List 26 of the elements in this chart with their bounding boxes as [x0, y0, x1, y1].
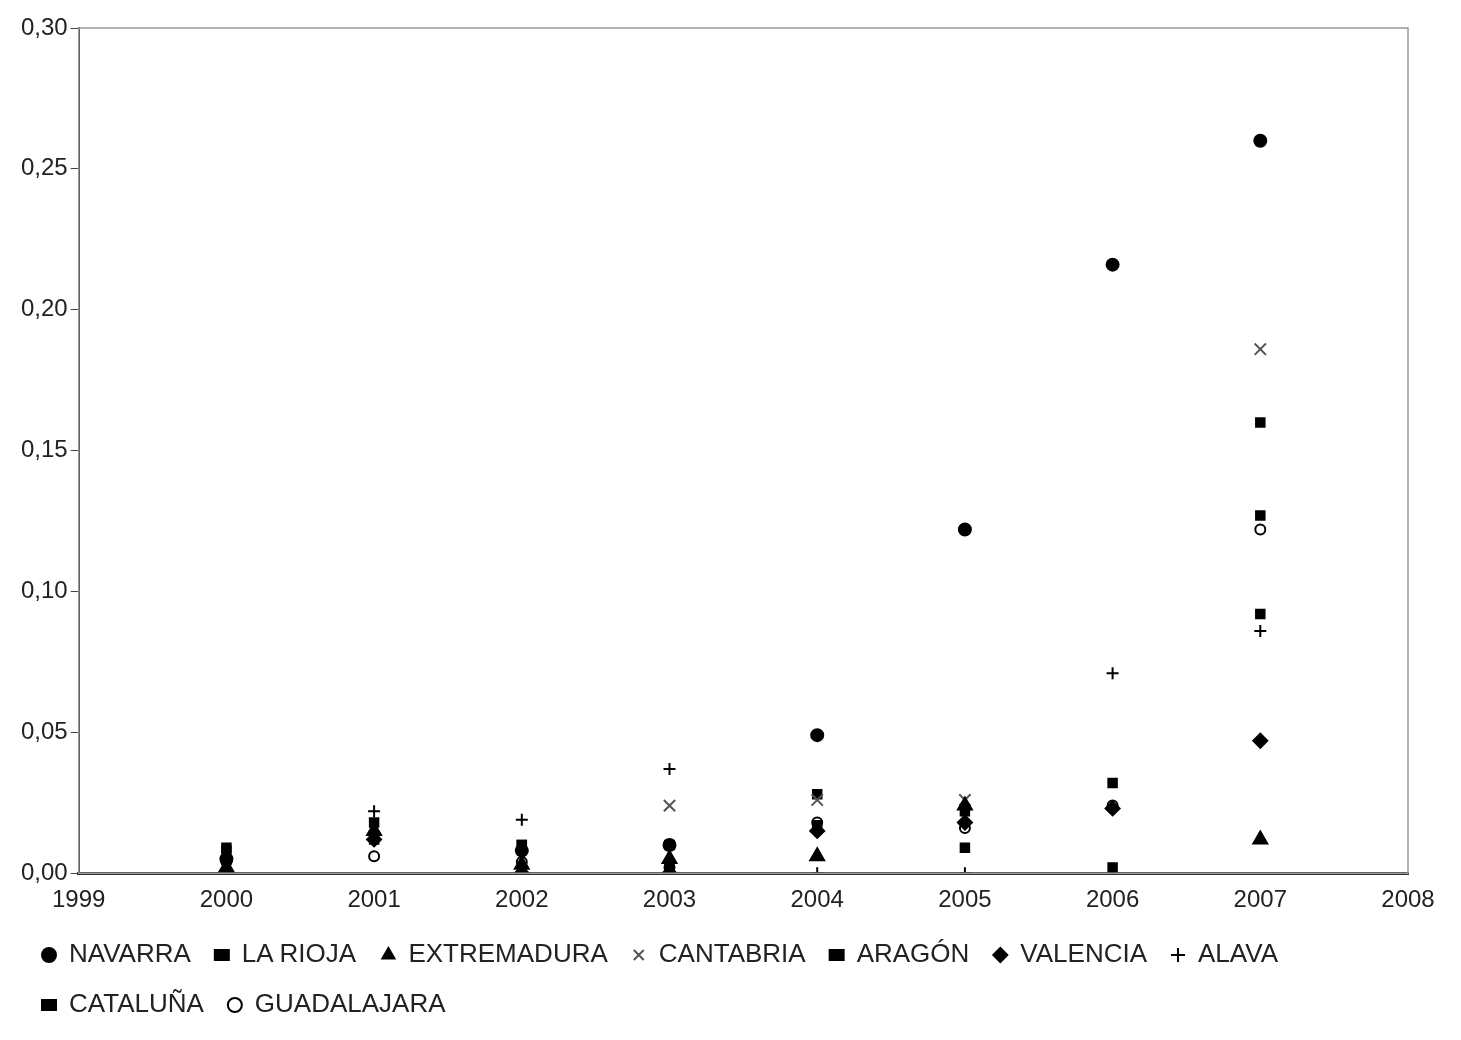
y-tick-label: 0,00 — [20, 857, 68, 885]
x-tick-label: 2001 — [347, 885, 401, 913]
x-tick-label: 2006 — [1085, 885, 1140, 913]
x-tick-label: 2007 — [1233, 885, 1287, 913]
x-tick-label: 2002 — [495, 885, 549, 913]
x-tick-label: 2000 — [199, 885, 254, 913]
legend-label: ALAVA — [1198, 938, 1279, 969]
legend-label: GUADALAJARA — [254, 988, 447, 1019]
y-tick-label: 0,20 — [20, 294, 68, 322]
legend-label: CATALUÑA — [69, 988, 205, 1019]
x-tick-label: 2004 — [790, 885, 844, 913]
legend-label: EXTREMADURA — [408, 938, 609, 969]
x-tick-label: 2005 — [938, 885, 992, 913]
y-tick-label: 0,10 — [20, 576, 68, 604]
y-tick-label: 0,05 — [20, 716, 68, 744]
y-tick-label: 0,30 — [20, 12, 68, 40]
x-tick-label: 2008 — [1381, 885, 1435, 913]
y-tick-label: 0,15 — [20, 435, 68, 463]
legend-label: VALENCIA — [1020, 938, 1148, 969]
y-tick-label: 0,25 — [20, 153, 68, 181]
legend-label: LA RIOJA — [241, 938, 357, 969]
x-tick-label: 1999 — [52, 885, 106, 913]
legend-label: NAVARRA — [69, 938, 192, 969]
x-tick-label: 2003 — [642, 885, 697, 913]
legend-label: ARAGÓN — [856, 938, 970, 969]
legend-label: CANTABRIA — [658, 938, 807, 969]
